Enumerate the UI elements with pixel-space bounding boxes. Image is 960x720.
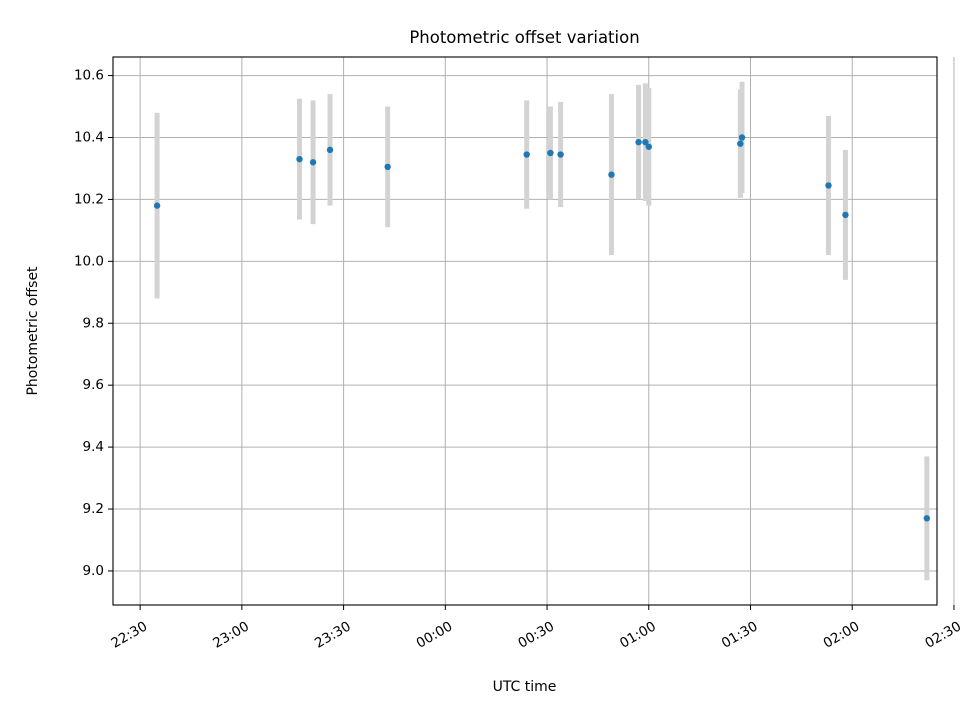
- y-tick-label: 9.8: [83, 315, 104, 331]
- data-point: [738, 134, 746, 141]
- y-tick-label: 10.0: [74, 253, 104, 269]
- data-point: [547, 149, 554, 157]
- data-point: [608, 171, 615, 178]
- data-point: [384, 163, 391, 171]
- data-points: [153, 134, 931, 522]
- y-axis-ticks: 9.0 9.2 9.4 9.6 9.8 10.0 10.2 10.4 10.6: [74, 68, 113, 579]
- data-point: [153, 202, 161, 209]
- data-point: [296, 155, 303, 163]
- data-point: [825, 182, 832, 189]
- y-tick-label: 9.6: [83, 377, 104, 393]
- data-point: [309, 159, 317, 166]
- data-point: [557, 151, 564, 158]
- data-point: [523, 151, 530, 158]
- data-point: [645, 143, 652, 150]
- data-point: [642, 138, 649, 146]
- data-point: [842, 211, 849, 219]
- y-tick-label: 9.2: [83, 501, 104, 517]
- y-tick-label: 10.2: [74, 191, 104, 207]
- data-point: [737, 140, 744, 147]
- y-tick-label: 10.6: [74, 68, 104, 84]
- x-axis-label: UTC time: [493, 679, 557, 695]
- y-tick-label: 9.4: [83, 439, 104, 455]
- plot-frame: [112, 56, 938, 606]
- data-point: [923, 515, 931, 522]
- y-tick-label: 9.0: [83, 563, 104, 579]
- y-tick-label: 10.4: [74, 129, 104, 145]
- data-point: [635, 138, 642, 146]
- y-axis-label: Photometric offset: [25, 266, 41, 396]
- data-point: [326, 146, 334, 154]
- chart-title: Photometric offset variation: [409, 28, 639, 47]
